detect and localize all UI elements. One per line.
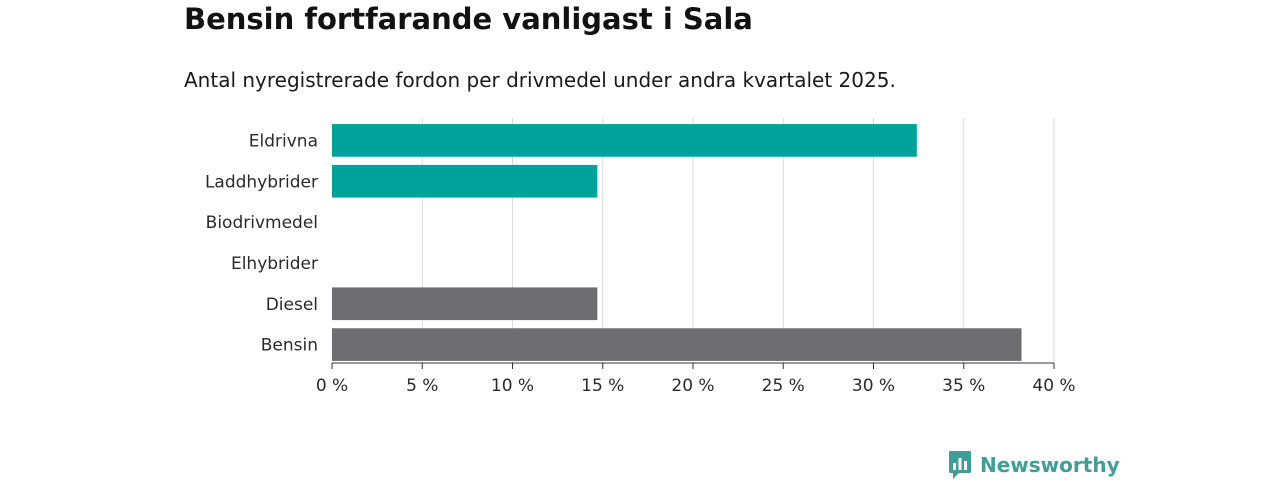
chart-subtitle: Antal nyregistrerade fordon per drivmede… xyxy=(184,68,896,92)
category-label: Biodrivmedel xyxy=(206,213,318,233)
gridlines xyxy=(421,118,1055,363)
x-tick-label: 25 % xyxy=(762,376,805,396)
brand-name: Newsworthy xyxy=(980,453,1120,477)
category-label: Eldrivna xyxy=(249,131,318,151)
category-label: Diesel xyxy=(266,295,318,315)
x-tick-label: 40 % xyxy=(1032,376,1075,396)
bar xyxy=(332,164,598,198)
x-tick-label: 35 % xyxy=(942,376,985,396)
bar xyxy=(332,328,1022,361)
x-tick-label: 0 % xyxy=(316,376,348,396)
bars xyxy=(332,124,1022,361)
x-tick-label: 5 % xyxy=(406,376,438,396)
newsworthy-logo-icon xyxy=(949,451,971,479)
x-tick-label: 30 % xyxy=(852,376,895,396)
x-tick-label: 20 % xyxy=(671,376,714,396)
bar xyxy=(332,287,598,321)
category-label: Laddhybrider xyxy=(205,172,318,192)
x-tick-label: 15 % xyxy=(581,376,624,396)
x-tick-label: 10 % xyxy=(491,376,534,396)
brand-logo: Newsworthy xyxy=(948,450,1120,480)
chart-title: Bensin fortfarande vanligast i Sala xyxy=(184,2,753,36)
x-axis: 0 % 5 % 10 % 15 % 20 % 25 % 30 % 35 % 40 % xyxy=(316,362,1076,396)
category-labels: Eldrivna Laddhybrider Biodrivmedel Elhybrid… xyxy=(205,131,318,355)
category-label: Bensin xyxy=(261,336,318,356)
bar xyxy=(332,124,917,157)
category-label: Elhybrider xyxy=(231,254,318,274)
